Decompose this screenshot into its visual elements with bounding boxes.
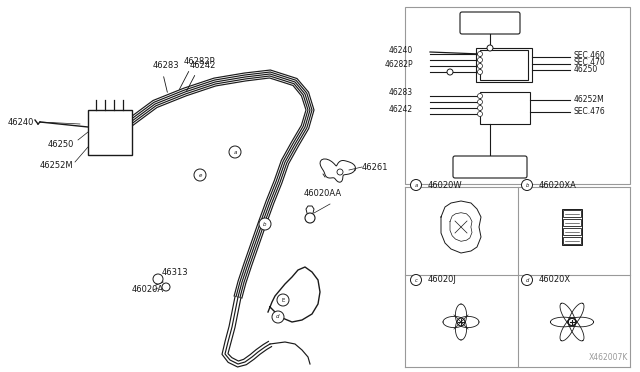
Text: 46282P: 46282P (385, 60, 413, 68)
Text: 46252M: 46252M (40, 160, 74, 170)
Text: 46242: 46242 (190, 61, 216, 70)
Bar (563, 237, 581, 244)
Text: 46020J: 46020J (428, 276, 457, 285)
Bar (476, 48, 532, 82)
Circle shape (447, 69, 453, 75)
Text: 46282P: 46282P (184, 57, 216, 66)
Circle shape (522, 180, 532, 190)
Text: 46252M: 46252M (574, 94, 605, 103)
Text: SEC.476: SEC.476 (574, 106, 605, 115)
Text: 46283: 46283 (389, 87, 413, 96)
Circle shape (487, 45, 493, 51)
Circle shape (337, 169, 343, 175)
Circle shape (410, 275, 422, 285)
Text: 46261: 46261 (362, 163, 388, 171)
Text: SEC.460: SEC.460 (574, 51, 605, 60)
Text: 46240: 46240 (8, 118, 35, 126)
Text: d: d (276, 314, 280, 320)
Circle shape (194, 169, 206, 181)
Circle shape (153, 274, 163, 284)
Text: 46020W: 46020W (428, 180, 463, 189)
Circle shape (477, 112, 483, 116)
Circle shape (305, 213, 315, 223)
Bar (480, 50, 528, 80)
Text: 46020AA: 46020AA (304, 189, 342, 198)
Text: 46020X: 46020X (539, 276, 571, 285)
Text: 46313: 46313 (162, 268, 189, 277)
Circle shape (477, 64, 483, 68)
Text: b: b (263, 221, 267, 227)
Circle shape (477, 51, 483, 57)
Circle shape (477, 70, 483, 74)
Text: e: e (198, 173, 202, 177)
Circle shape (477, 99, 483, 105)
Text: c: c (415, 278, 417, 282)
FancyBboxPatch shape (453, 156, 527, 178)
Circle shape (259, 218, 271, 230)
Text: X462007K: X462007K (589, 353, 628, 362)
Text: E: E (282, 298, 285, 302)
Text: a: a (414, 183, 418, 187)
Text: 46242: 46242 (389, 105, 413, 113)
Bar (562, 209, 582, 245)
Text: 46283: 46283 (153, 61, 180, 70)
Circle shape (162, 283, 170, 291)
Bar (563, 210, 581, 217)
Text: SEC.470: SEC.470 (574, 58, 605, 67)
Circle shape (277, 294, 289, 306)
Circle shape (477, 93, 483, 99)
Circle shape (477, 106, 483, 110)
Text: 46240: 46240 (388, 45, 413, 55)
Text: 46020A: 46020A (132, 285, 164, 295)
Circle shape (410, 180, 422, 190)
Circle shape (522, 275, 532, 285)
Text: 46250: 46250 (48, 140, 74, 148)
Circle shape (477, 58, 483, 62)
Text: 46020XA: 46020XA (539, 180, 577, 189)
Text: d: d (525, 278, 529, 282)
Text: a: a (234, 150, 237, 154)
Bar (480, 92, 530, 124)
Text: 46250: 46250 (574, 64, 598, 74)
Bar (563, 219, 581, 226)
Bar (405, 7, 630, 184)
Bar (563, 228, 581, 235)
Circle shape (229, 146, 241, 158)
FancyBboxPatch shape (460, 12, 520, 34)
Circle shape (272, 311, 284, 323)
Text: b: b (525, 183, 529, 187)
Bar (88, 110, 132, 155)
